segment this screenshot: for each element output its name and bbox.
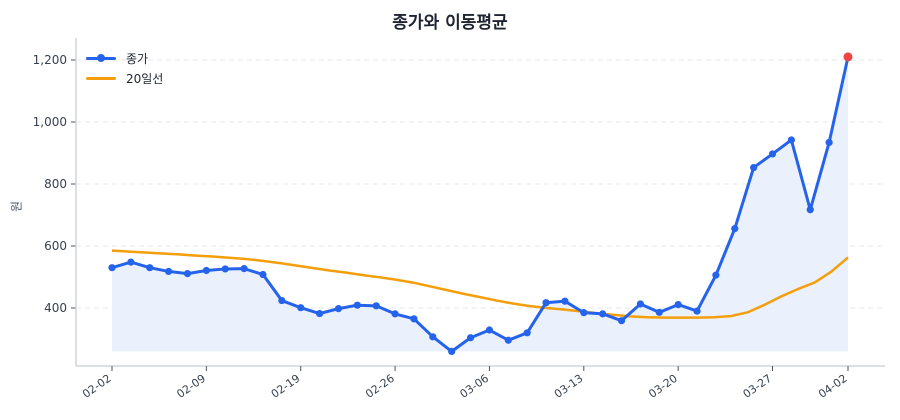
legend: 종가 20일선 — [86, 48, 163, 88]
close-point — [391, 310, 399, 318]
close-point — [806, 206, 814, 214]
close-point — [712, 271, 720, 279]
close-point — [580, 309, 588, 317]
close-point — [334, 305, 343, 313]
chart-title: 종가와 이동평균 — [392, 13, 508, 33]
y-tick-label: 600 — [44, 239, 67, 253]
close-point — [127, 258, 135, 266]
x-tick-label: 02-02 — [80, 372, 114, 401]
close-point — [485, 326, 494, 334]
x-tick-label: 03-13 — [552, 372, 586, 401]
close-point — [259, 270, 267, 279]
close-point — [297, 304, 305, 312]
close-point — [240, 265, 248, 273]
close-point — [655, 308, 663, 316]
y-tick-label: 800 — [44, 177, 67, 191]
close-point — [636, 300, 645, 308]
y-tick-label: 1,000 — [33, 115, 67, 129]
close-point — [768, 150, 777, 158]
close-point — [183, 269, 192, 278]
close-point — [165, 267, 173, 276]
close-point — [410, 315, 418, 323]
x-tick-label: 02-19 — [269, 372, 303, 401]
close-point — [278, 296, 286, 305]
close-point — [617, 317, 626, 325]
close-point — [372, 302, 380, 310]
close-point — [542, 299, 550, 307]
ma20-line — [111, 249, 849, 319]
line-icon — [86, 76, 116, 80]
close-area-fill — [112, 56, 848, 352]
x-tick-label: 03-06 — [458, 372, 492, 401]
close-line — [111, 56, 850, 353]
legend-item-ma20: 20일선 — [86, 68, 163, 88]
close-point — [599, 310, 607, 318]
close-point — [674, 300, 682, 309]
close-point — [504, 336, 512, 344]
legend-label-close: 종가 — [126, 51, 149, 66]
line-marker-icon — [86, 53, 116, 62]
close-point — [731, 225, 739, 233]
close-point — [429, 333, 437, 341]
close-point — [825, 138, 833, 147]
x-tick-label: 04-02 — [816, 372, 850, 401]
legend-item-close: 종가 — [86, 48, 163, 68]
close-point — [202, 266, 210, 275]
close-point — [561, 297, 569, 305]
last-price-marker — [843, 52, 853, 62]
x-tick-label: 03-27 — [741, 372, 775, 401]
x-tick-label: 02-09 — [174, 372, 208, 401]
y-tick-label: 400 — [44, 301, 67, 315]
close-point — [523, 329, 531, 337]
close-point — [693, 307, 701, 315]
x-tick-label: 02-26 — [363, 372, 397, 401]
close-point — [221, 265, 229, 273]
x-tick-label: 03-20 — [646, 372, 680, 401]
close-point — [750, 163, 758, 172]
legend-label-ma20: 20일선 — [126, 71, 164, 86]
close-point — [315, 309, 324, 318]
close-point — [353, 301, 361, 309]
close-point — [466, 334, 475, 342]
close-point — [787, 136, 795, 144]
y-tick-label: 1,200 — [33, 53, 67, 67]
close-point — [108, 264, 116, 272]
close-point — [448, 347, 456, 355]
close-point — [146, 264, 154, 272]
